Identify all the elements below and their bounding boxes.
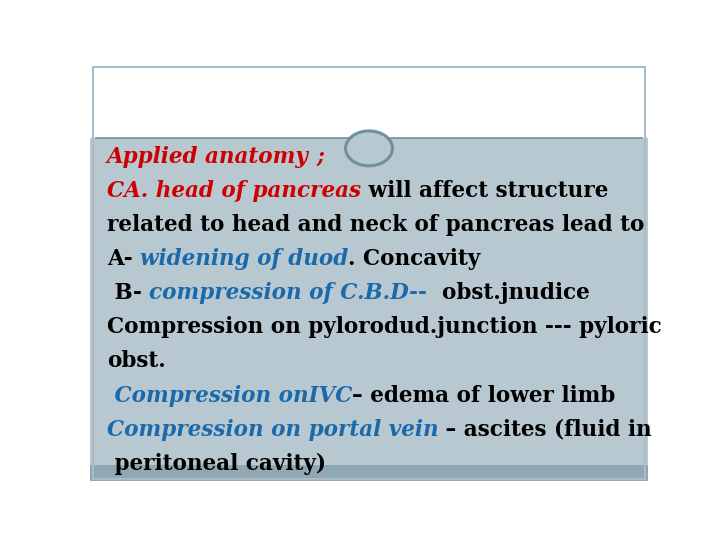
FancyBboxPatch shape: [90, 138, 648, 465]
Text: B-: B-: [107, 282, 149, 304]
Text: compression of C.B.D--: compression of C.B.D--: [149, 282, 427, 304]
Text: ;: ;: [316, 146, 324, 168]
Circle shape: [346, 131, 392, 166]
Text: will affect structure: will affect structure: [361, 180, 608, 202]
Text: related to head and neck of pancreas lead to: related to head and neck of pancreas lea…: [107, 214, 644, 236]
Text: Compression on pylorodud.junction --- pyloric: Compression on pylorodud.junction --- py…: [107, 316, 662, 339]
Text: Applied anatomy: Applied anatomy: [107, 146, 316, 168]
Text: peritoneal cavity): peritoneal cavity): [107, 453, 325, 475]
Text: A-: A-: [107, 248, 140, 270]
Text: obst.: obst.: [107, 350, 166, 373]
Text: Compression on portal vein: Compression on portal vein: [107, 418, 438, 441]
FancyBboxPatch shape: [90, 465, 648, 481]
Text: – ascites (fluid in: – ascites (fluid in: [438, 418, 652, 441]
FancyBboxPatch shape: [90, 65, 648, 138]
Text: Compression onIVC: Compression onIVC: [107, 384, 352, 407]
Text: widening of duod: widening of duod: [140, 248, 348, 270]
Text: obst.jnudice: obst.jnudice: [427, 282, 590, 304]
Text: . Concavity: . Concavity: [348, 248, 480, 270]
Text: CA. head of pancreas: CA. head of pancreas: [107, 180, 361, 202]
Text: – edema of lower limb: – edema of lower limb: [352, 384, 616, 407]
